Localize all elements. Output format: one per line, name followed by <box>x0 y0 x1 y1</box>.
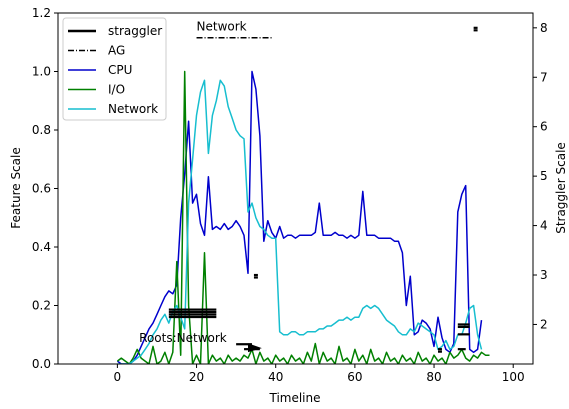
y2-tick-label: 5 <box>540 169 548 183</box>
x-axis-label: Timeline <box>268 391 320 405</box>
y2-tick-label: 3 <box>540 268 548 282</box>
legend-box <box>62 17 167 121</box>
x-tick-label: 60 <box>347 370 362 384</box>
x-tick-label: 80 <box>426 370 441 384</box>
y2-tick-label: 7 <box>540 70 548 84</box>
y2-tick-label: 8 <box>540 21 548 35</box>
y-tick-label: 1.2 <box>32 6 51 20</box>
x-tick-label: 20 <box>189 370 204 384</box>
y-tick-label: 1.0 <box>32 65 51 79</box>
series-line-cpu <box>116 70 483 364</box>
x-tick-label: 0 <box>114 370 122 384</box>
annotation-label: Roots:Network <box>139 331 227 345</box>
x-tick-label: 40 <box>268 370 283 384</box>
y2-tick-label: 4 <box>540 219 548 233</box>
y-tick-label: 0.0 <box>32 357 51 371</box>
annotations: Network Roots:Network <box>139 19 247 344</box>
legend-label: Network <box>108 102 158 116</box>
y-axis-label: Feature Scale <box>9 147 23 228</box>
legend-label: AG <box>108 44 125 58</box>
y-axis-left: 0.0 0.2 0.4 0.6 0.8 1.0 1.2 <box>32 6 58 371</box>
y2-axis-label: Straggler Scale <box>554 142 568 234</box>
legend-label: I/O <box>108 83 125 97</box>
y-axis-right: 2 3 4 5 6 7 8 <box>533 21 548 331</box>
y2-tick-label: 2 <box>540 317 548 331</box>
annotation-label: Network <box>197 19 247 33</box>
y-tick-label: 0.2 <box>32 299 51 313</box>
y-tick-label: 0.4 <box>32 240 51 254</box>
y-tick-label: 0.6 <box>32 182 51 196</box>
x-tick-label: 100 <box>502 370 525 384</box>
series-line-i-o <box>116 70 490 364</box>
x-axis: 0 20 40 60 80 100 <box>114 364 525 384</box>
straggler-marker <box>248 343 262 353</box>
straggler-layer <box>168 26 478 353</box>
legend-label: CPU <box>108 63 132 77</box>
legend-label: straggler <box>108 24 162 38</box>
legend: straggler AG CPU I/O Network <box>62 17 167 121</box>
y-tick-label: 0.8 <box>32 123 51 137</box>
y2-tick-label: 6 <box>540 120 548 134</box>
